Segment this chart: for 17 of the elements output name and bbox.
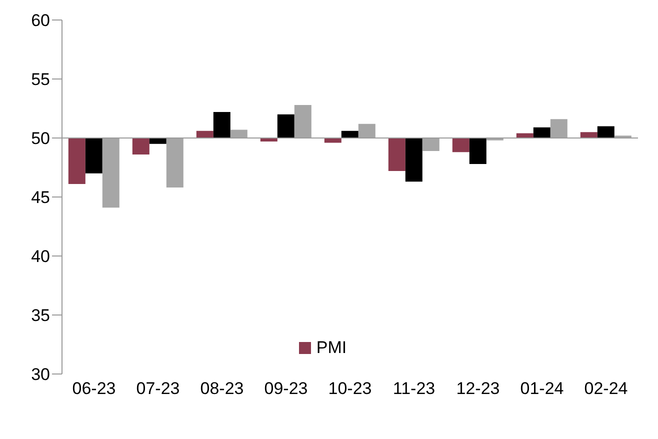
y-tick-label: 30	[31, 365, 50, 384]
x-tick-label: 08-23	[200, 379, 244, 398]
y-tick-label: 50	[31, 129, 50, 148]
x-tick-label: 10-23	[328, 379, 372, 398]
x-tick-label: 02-24	[584, 379, 628, 398]
y-tick-label: 55	[31, 70, 50, 90]
y-tick-label: 35	[31, 306, 50, 326]
x-tick-label: 09-23	[264, 379, 308, 398]
y-tick-label: 60	[31, 11, 50, 30]
y-tick-label: 40	[31, 247, 50, 266]
x-tick-label: 07-23	[136, 379, 180, 398]
y-tick-label: 45	[31, 188, 50, 208]
x-tick-label: 06-23	[72, 379, 116, 398]
x-tick-label: 12-23	[456, 379, 500, 398]
x-tick-label: 01-24	[520, 379, 564, 398]
x-tick-label: 11-23	[392, 379, 436, 398]
legend-label: PMI	[315, 338, 347, 358]
